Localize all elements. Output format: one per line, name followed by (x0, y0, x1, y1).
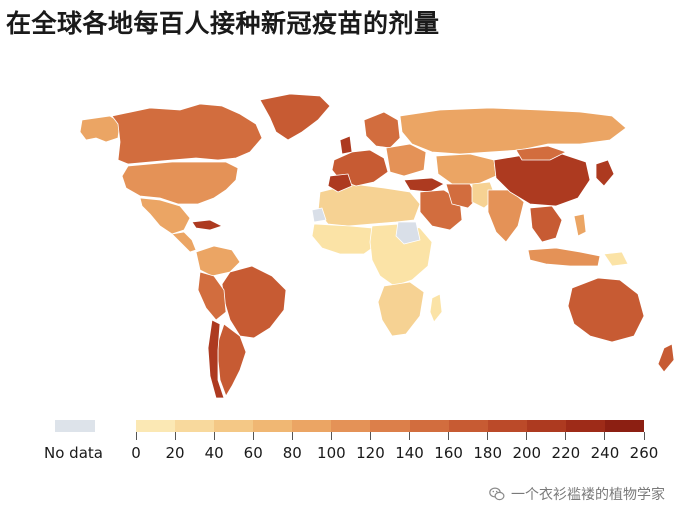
world-map (0, 80, 691, 410)
legend-tick-label: 220 (551, 444, 581, 462)
wechat-icon (489, 487, 505, 501)
region-brazil (221, 265, 287, 339)
legend-tick (213, 432, 215, 440)
region-southern-africa (377, 281, 425, 337)
region-peru-bolivia (197, 271, 227, 321)
legend-segment (448, 420, 488, 432)
legend-tick (565, 432, 567, 440)
region-west-sahara (311, 207, 327, 223)
legend-segment (214, 420, 254, 432)
region-mongolia (515, 145, 567, 161)
region-india (487, 189, 525, 243)
region-central-america (171, 231, 197, 253)
no-data-label: No data (44, 444, 103, 462)
legend-tick (369, 432, 371, 440)
region-australia (567, 277, 645, 343)
region-madagascar (429, 293, 443, 323)
legend-segment (136, 420, 176, 432)
legend-tick-label: 200 (512, 444, 542, 462)
region-north-africa (317, 183, 421, 227)
legend-segment (565, 420, 605, 432)
legend-tick (291, 432, 293, 440)
region-eastern-europe (385, 143, 427, 177)
region-alaska (79, 115, 121, 143)
legend-tick (174, 432, 176, 440)
legend-tick (409, 432, 411, 440)
region-japan (595, 159, 615, 187)
legend-tick-label: 260 (629, 444, 659, 462)
legend-segment (253, 420, 293, 432)
legend-tick-label: 160 (434, 444, 463, 462)
legend-tick-label: 80 (282, 444, 302, 462)
legend-tick-label: 20 (165, 444, 185, 462)
legend-segment (175, 420, 215, 432)
region-new-zealand (657, 343, 675, 373)
legend-tick-label: 40 (204, 444, 224, 462)
legend-tick-label: 140 (395, 444, 424, 462)
region-sudan (395, 221, 421, 245)
page-title: 在全球各地每百人接种新冠疫苗的剂量 (6, 9, 440, 38)
region-papua (603, 251, 629, 267)
region-usa (121, 161, 239, 205)
legend-tick (526, 432, 528, 440)
region-scandinavia (363, 111, 401, 149)
legend-segment (487, 420, 527, 432)
region-indonesia (527, 247, 601, 267)
legend-tick-label: 120 (356, 444, 385, 462)
legend-tick (135, 432, 137, 440)
region-caribbean (191, 219, 223, 231)
watermark-text: 一个衣衫褴褛的植物学家 (511, 487, 665, 503)
region-canada (111, 103, 263, 165)
legend-tick (643, 432, 645, 440)
legend-tick-label: 180 (473, 444, 503, 462)
watermark: 一个衣衫褴褛的植物学家 (489, 484, 665, 504)
legend-tick-label: 60 (243, 444, 263, 462)
region-chile (207, 319, 225, 399)
legend-segment (370, 420, 410, 432)
no-data-swatch (55, 420, 95, 432)
legend-tick (487, 432, 489, 440)
region-uk (339, 135, 353, 155)
region-iberia (327, 173, 353, 193)
region-iran (445, 183, 479, 209)
world-map-svg (79, 93, 675, 399)
region-southeast-asia (529, 205, 563, 243)
legend-tick (330, 432, 332, 440)
legend-ticks (135, 432, 645, 440)
legend-color-scale (136, 420, 645, 432)
legend-segment (526, 420, 566, 432)
legend-tick-label: 240 (590, 444, 620, 462)
legend-tick (448, 432, 450, 440)
legend-segment (292, 420, 332, 432)
legend-tick (604, 432, 606, 440)
legend-segment (604, 420, 645, 432)
region-colombia-venezuela (195, 245, 241, 277)
region-turkey (403, 177, 445, 193)
region-west-africa (311, 223, 379, 255)
legend-segment (409, 420, 449, 432)
legend-tick-label: 0 (131, 444, 141, 462)
region-central-asia (435, 153, 497, 185)
legend-segment (331, 420, 371, 432)
legend-tick-label: 100 (317, 444, 346, 462)
region-russia (399, 107, 627, 155)
region-mexico (139, 197, 191, 235)
region-philippines (573, 213, 587, 237)
region-greenland (259, 93, 331, 141)
legend-tick (252, 432, 254, 440)
legend-labels: 0 20 40 60 80 100 120 140 160 180 200 220 240 260 (131, 444, 658, 464)
